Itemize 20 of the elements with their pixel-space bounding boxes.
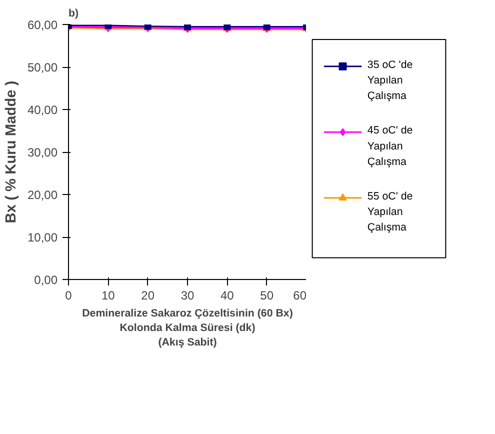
y-tick-label: 30,00 [27,146,58,160]
y-tick-label: 40,00 [27,103,58,117]
legend-label: 55 oC' de Yapılan Çalışma [367,190,413,234]
x-tick-label: 60 [293,288,307,302]
x-tick-label: 0 [65,288,72,302]
y-tick-label: 0,00 [34,273,58,287]
y-axis-title: Bx ( % Kuru Madde ) [3,80,20,224]
legend-label: 35 oC 'de Yapılan Çalışma [367,58,413,102]
x-tick-label: 20 [141,288,155,302]
x-axis-title: Demineralize Sakaroz Çözeltisinin (60 Bx) Kolonda Kalma Süresi (dk) (Akış Sabit) [82,308,294,348]
legend-label: 45 oC' de Yapılan Çalışma [367,124,413,168]
y-tick-label: 60,00 [27,18,58,32]
y-tick-label: 20,00 [27,188,58,202]
x-tick-label: 50 [260,288,274,302]
x-tick-label: 10 [101,288,116,302]
x-tick-label: 30 [180,288,194,302]
chart-title: b) [68,8,80,20]
x-tick-label: 40 [220,288,234,302]
y-tick-label: 10,00 [27,230,58,244]
y-tick-label: 50,00 [27,60,58,74]
